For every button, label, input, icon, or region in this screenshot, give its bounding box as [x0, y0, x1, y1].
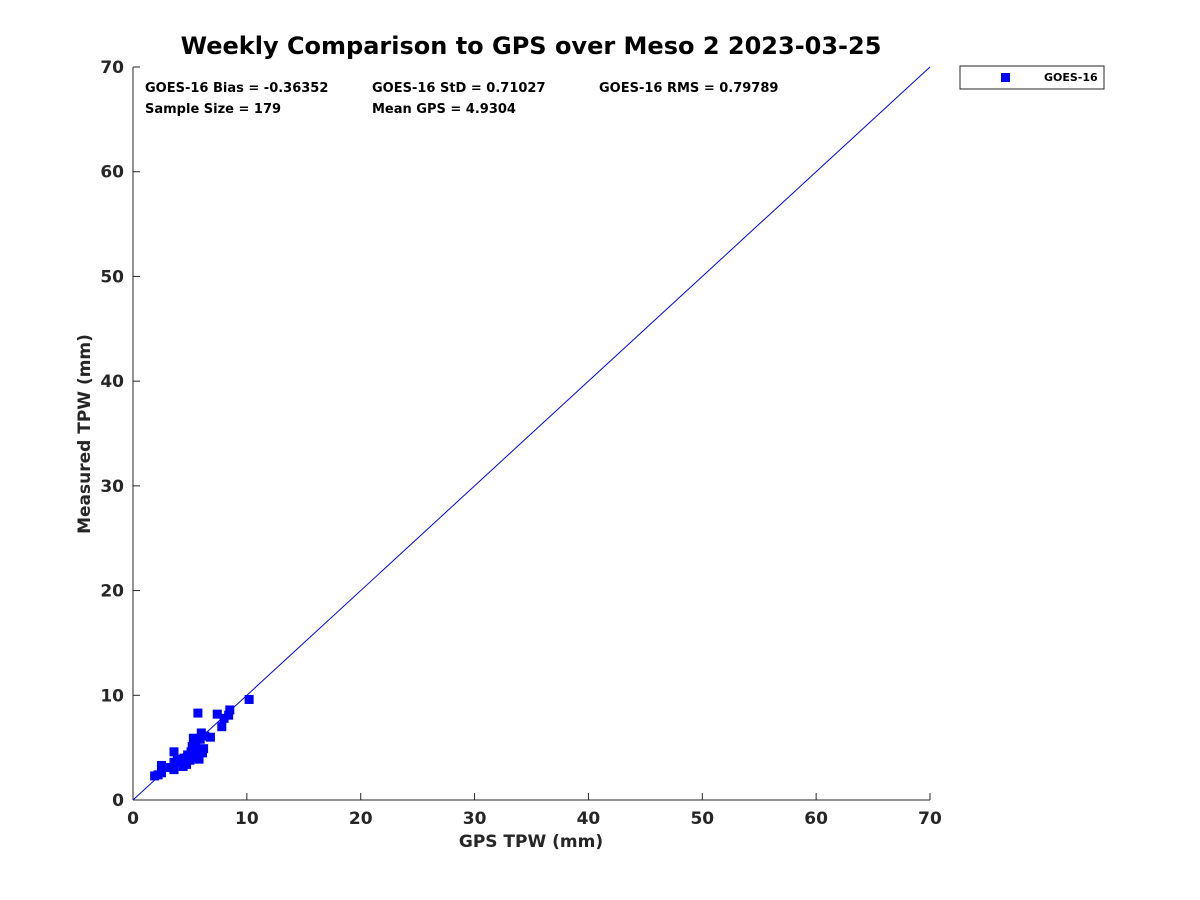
data-point [186, 747, 196, 757]
stat-mean-gps: Mean GPS = 4.9304 [372, 102, 516, 117]
x-tick-label: 20 [349, 809, 373, 829]
y-tick-label: 10 [100, 686, 124, 706]
data-point [185, 755, 195, 765]
y-tick-label: 20 [100, 582, 124, 602]
x-axis-label: GPS TPW (mm) [459, 832, 603, 852]
data-point [200, 731, 210, 741]
y-axis-label: Measured TPW (mm) [75, 334, 95, 534]
x-tick-label: 30 [463, 809, 487, 829]
x-tick-label: 0 [127, 809, 139, 829]
data-point [156, 768, 166, 778]
data-point [193, 708, 203, 718]
x-tick-label: 60 [804, 809, 828, 829]
data-point [189, 752, 199, 762]
legend-marker [1001, 73, 1010, 82]
one-to-one-line [132, 66, 931, 801]
data-point [192, 747, 202, 757]
data-point [199, 744, 209, 754]
y-tick-label: 40 [100, 372, 124, 392]
stat-std: GOES-16 StD = 0.71027 [372, 81, 546, 96]
stat-sample-size: Sample Size = 179 [145, 102, 281, 117]
stat-bias: GOES-16 Bias = -0.36352 [145, 81, 328, 96]
y-tick-label: 70 [100, 58, 124, 78]
y-tick-label: 30 [100, 477, 124, 497]
plot-area: 0 10 20 30 40 50 60 70 0 10 20 30 40 50 60 70 [100, 58, 942, 829]
stats-box: GOES-16 Bias = -0.36352 GOES-16 StD = 0.… [145, 81, 778, 117]
data-point [219, 713, 229, 723]
data-point [224, 710, 234, 720]
data-point [244, 694, 254, 704]
data-point [169, 747, 179, 757]
data-point [195, 734, 205, 744]
x-tick-label: 50 [690, 809, 714, 829]
x-tick-label: 40 [577, 809, 601, 829]
x-ticks: 0 10 20 30 40 50 60 70 [127, 793, 942, 829]
data-point [169, 765, 179, 775]
data-point [217, 722, 227, 732]
y-tick-label: 60 [100, 163, 124, 183]
legend-label: GOES-16 [1044, 71, 1098, 84]
data-point [188, 733, 198, 743]
data-point [212, 709, 222, 719]
data-point [156, 760, 166, 770]
data-point [194, 754, 204, 764]
data-points [150, 694, 254, 781]
data-point [205, 732, 215, 742]
legend: GOES-16 [959, 65, 1105, 90]
x-tick-label: 10 [235, 809, 259, 829]
y-tick-label: 0 [112, 791, 124, 811]
data-point [225, 705, 235, 715]
stat-rms: GOES-16 RMS = 0.79789 [599, 81, 778, 96]
x-tick-label: 70 [918, 809, 942, 829]
chart-title: Weekly Comparison to GPS over Meso 2 202… [181, 32, 882, 60]
legend-box [959, 65, 1105, 90]
y-ticks: 0 10 20 30 40 50 60 70 [100, 58, 140, 811]
y-tick-label: 50 [100, 267, 124, 287]
data-point [191, 740, 201, 750]
